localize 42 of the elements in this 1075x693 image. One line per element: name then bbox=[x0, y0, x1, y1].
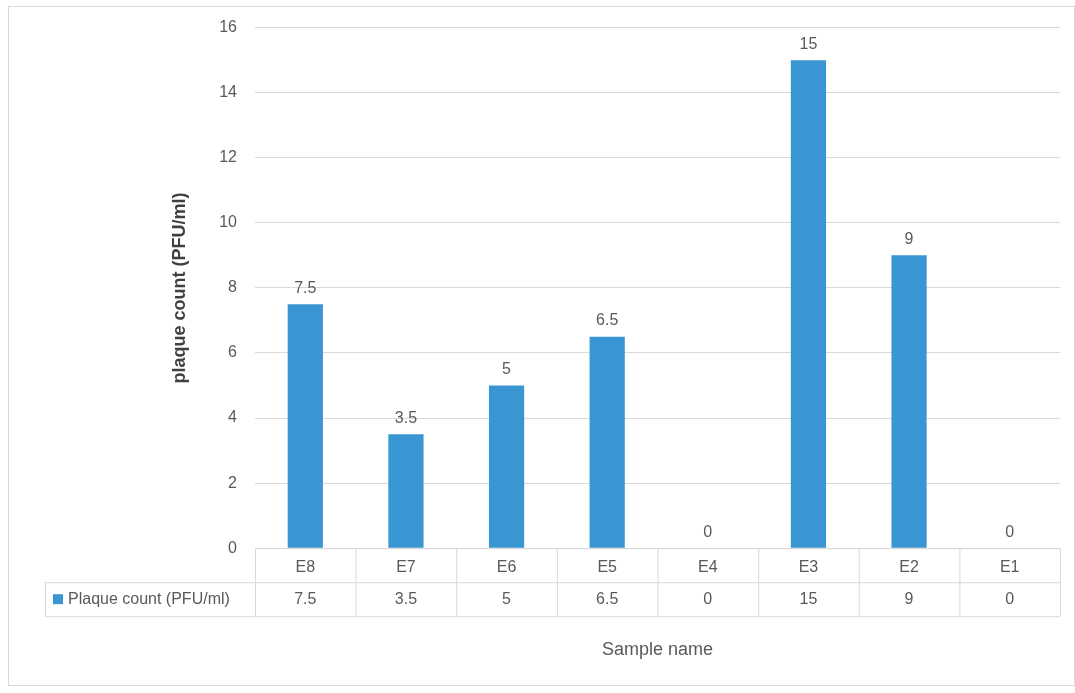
y-tick-label: 16 bbox=[219, 18, 238, 36]
data-label: 9 bbox=[904, 229, 914, 247]
data-label: 6.5 bbox=[596, 311, 619, 329]
bar bbox=[891, 255, 927, 548]
bar bbox=[488, 385, 525, 548]
bar bbox=[589, 336, 625, 548]
x-tick-label: E3 bbox=[798, 558, 819, 576]
data-label: 0 bbox=[1005, 522, 1015, 540]
bar bbox=[790, 60, 827, 548]
y-tick-label: 2 bbox=[228, 473, 238, 491]
text: 6.5 bbox=[596, 589, 619, 607]
data-label: 5 bbox=[502, 359, 512, 377]
text: 7.5 bbox=[294, 589, 317, 607]
x-tick-label: E7 bbox=[396, 558, 416, 576]
x-tick-label: E8 bbox=[295, 558, 316, 576]
y-tick-label: 6 bbox=[228, 343, 238, 361]
x-tick-label: E4 bbox=[698, 558, 718, 576]
text: 15 bbox=[799, 589, 818, 607]
x-tick-label: E1 bbox=[999, 558, 1020, 576]
data-label: 7.5 bbox=[294, 278, 317, 296]
text: 0 bbox=[1005, 589, 1015, 607]
x-tick-label: E6 bbox=[496, 558, 517, 576]
text: 0 bbox=[703, 589, 713, 607]
x-tick-label: E5 bbox=[597, 558, 618, 576]
x-tick-label: E2 bbox=[899, 558, 919, 576]
data-label: 3.5 bbox=[394, 408, 418, 426]
bar bbox=[388, 434, 424, 548]
data-label: 15 bbox=[799, 34, 818, 52]
y-tick-label: 12 bbox=[219, 148, 238, 166]
y-axis-title: plaque count (PFU/ml) bbox=[168, 192, 189, 384]
legend-label: Plaque count (PFU/ml) bbox=[68, 589, 230, 607]
y-tick-label: 4 bbox=[228, 408, 238, 426]
text: 9 bbox=[904, 589, 914, 607]
y-tick-label: 14 bbox=[219, 83, 238, 101]
y-tick-label: 10 bbox=[219, 213, 238, 231]
text: 3.5 bbox=[394, 589, 418, 607]
text: 5 bbox=[502, 589, 512, 607]
y-tick-label: 0 bbox=[228, 538, 238, 556]
bar bbox=[287, 304, 323, 548]
data-label: 0 bbox=[703, 522, 713, 540]
x-axis-title: Sample name bbox=[601, 639, 714, 660]
y-tick-label: 8 bbox=[228, 278, 238, 296]
